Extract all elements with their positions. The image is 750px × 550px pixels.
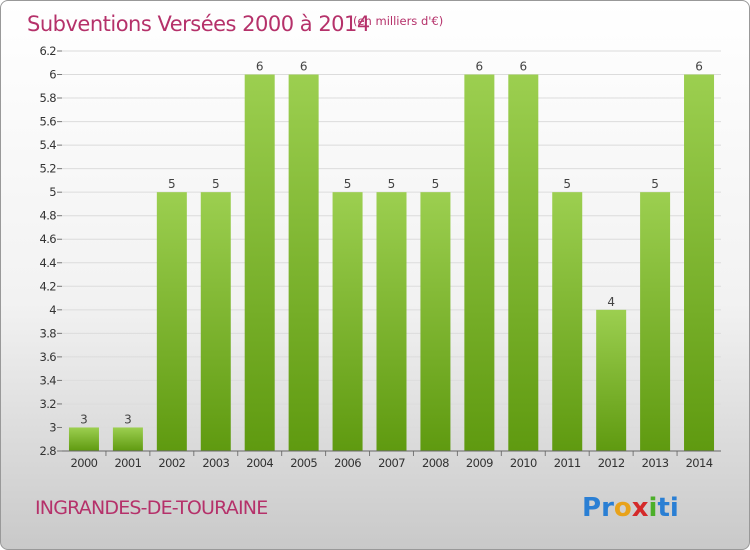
bar: [288, 74, 319, 451]
commune-name: INGRANDES-DE-TOURAINE: [35, 497, 267, 519]
y-tick-label: 4.6: [40, 232, 57, 246]
bar: [376, 192, 407, 452]
y-tick-label: 4: [49, 303, 56, 317]
data-label: 5: [563, 177, 571, 191]
bar: [332, 192, 363, 452]
bar: [596, 309, 627, 451]
x-tick-label: 2013: [642, 456, 669, 470]
data-label: 3: [124, 412, 132, 426]
bar: [112, 427, 143, 451]
x-tick-label: 2003: [202, 456, 229, 470]
x-tick-label: 2012: [598, 456, 625, 470]
logo-letter: i: [670, 493, 679, 523]
x-tick-label: 2006: [334, 456, 361, 470]
y-tick-label: 3.8: [40, 326, 57, 340]
y-tick-label: 5.8: [40, 91, 57, 105]
x-tick-label: 2014: [686, 456, 713, 470]
y-tick-label: 2.8: [40, 444, 57, 458]
data-label: 5: [651, 177, 659, 191]
chart-title: Subventions Versées 2000 à 2014: [27, 12, 370, 36]
x-tick-label: 2007: [378, 456, 405, 470]
data-label: 6: [256, 60, 264, 74]
bar: [640, 192, 671, 452]
x-tick-label: 2001: [114, 456, 141, 470]
data-label: 5: [432, 177, 440, 191]
y-tick-label: 5.6: [40, 115, 57, 129]
logo-letter: r: [601, 493, 614, 523]
proxiti-logo: Proxiti: [582, 493, 679, 523]
bar: [684, 74, 715, 451]
y-tick-label: 3: [49, 420, 56, 434]
y-tick-label: 6.2: [40, 44, 57, 58]
y-tick-label: 4.2: [40, 279, 57, 293]
x-tick-label: 2002: [158, 456, 185, 470]
x-tick-label: 2008: [422, 456, 449, 470]
chart-subtitle: (en milliers d'€): [353, 14, 443, 28]
y-tick-label: 4.8: [40, 209, 57, 223]
bar: [244, 74, 275, 451]
x-tick-label: 2005: [290, 456, 317, 470]
data-label: 6: [476, 60, 484, 74]
logo-letter: t: [657, 493, 669, 523]
y-axis-ticks: 2.8 3 3.2 3.4 3.6 3.8 4 4.2 4.4 4.6 4.8 5 5.2 5.4 5.6 5…: [40, 44, 62, 458]
x-axis-ticks: 2000 2001 2002 2003 2004 2005 2006 2007 2008 2009…: [71, 451, 713, 470]
y-tick-label: 3.4: [40, 373, 57, 387]
y-tick-label: 5.4: [40, 138, 57, 152]
data-labels: 3 3 5 5 6 6 5 5 5 6 6 5 4 5 6: [80, 60, 703, 427]
data-label: 6: [695, 60, 703, 74]
bar: [420, 192, 451, 452]
data-label: 5: [168, 177, 176, 191]
data-label: 6: [519, 60, 527, 74]
data-label: 5: [344, 177, 352, 191]
y-tick-label: 5: [49, 185, 56, 199]
bar: [552, 192, 583, 452]
x-tick-label: 2009: [466, 456, 493, 470]
x-tick-label: 2004: [246, 456, 273, 470]
x-tick-label: 2000: [71, 456, 98, 470]
bars: [68, 74, 715, 452]
bar: [156, 192, 187, 452]
logo-letter: i: [649, 493, 658, 523]
logo-letter: x: [632, 493, 649, 523]
data-label: 3: [80, 412, 88, 426]
y-tick-label: 6: [49, 68, 56, 82]
bar: [508, 74, 539, 451]
y-tick-label: 3.2: [40, 397, 57, 411]
bar: [200, 192, 231, 452]
y-tick-label: 5.2: [40, 162, 57, 176]
logo-letter: P: [582, 493, 601, 523]
logo-letter: o: [614, 493, 632, 523]
y-tick-label: 4.4: [40, 256, 57, 270]
x-tick-label: 2010: [510, 456, 537, 470]
y-tick-label: 3.6: [40, 350, 57, 364]
data-label: 4: [607, 295, 615, 309]
data-label: 5: [212, 177, 220, 191]
x-tick-label: 2011: [554, 456, 581, 470]
data-label: 6: [300, 60, 308, 74]
bar: [464, 74, 495, 451]
bar: [68, 427, 99, 451]
data-label: 5: [388, 177, 396, 191]
